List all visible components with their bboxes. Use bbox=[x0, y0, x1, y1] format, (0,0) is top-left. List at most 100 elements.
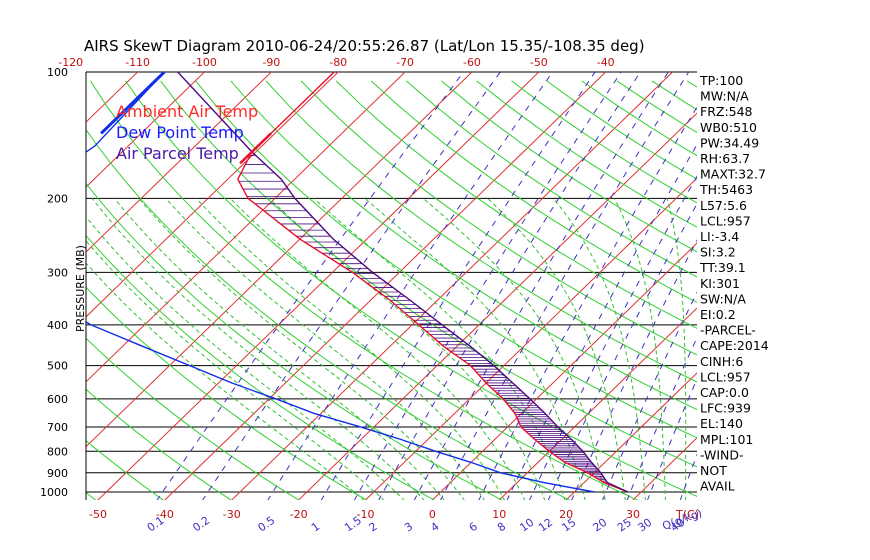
pressure-axis-label: PRESSURE (MB) bbox=[74, 245, 87, 332]
ambient-air-temp-line bbox=[237, 72, 629, 493]
index-item: MPL:101 bbox=[700, 432, 753, 447]
index-item: RH:63.7 bbox=[700, 151, 750, 166]
moist-adiabat-17 bbox=[268, 198, 546, 500]
moist-adiabat-5 bbox=[138, 198, 465, 500]
top-temp-tick--70: -70 bbox=[396, 56, 414, 69]
mixing-ratio-tick-20: 20 bbox=[590, 516, 609, 535]
index-item: TT:39.1 bbox=[699, 260, 746, 275]
moist-adiabat-8 bbox=[165, 198, 485, 500]
top-temp-tick--60: -60 bbox=[463, 56, 481, 69]
pressure-tick-200: 200 bbox=[47, 192, 68, 205]
index-item: AVAIL bbox=[700, 479, 735, 494]
legend-ambient-air-temp: Ambient Air Temp bbox=[116, 102, 258, 121]
pressure-tick-100: 100 bbox=[47, 66, 68, 79]
index-item: -PARCEL- bbox=[700, 323, 756, 338]
dry-adiabat-390 bbox=[405, 80, 697, 278]
mixing-ratio-tick-4: 4 bbox=[428, 520, 441, 535]
mixing-ratio-line-0.1 bbox=[156, 72, 464, 500]
moist-adiabat--1 bbox=[91, 198, 425, 500]
moist-adiabat-20 bbox=[313, 198, 566, 500]
mixing-ratio-line-8 bbox=[506, 143, 697, 500]
moist-adiabat-38 bbox=[666, 198, 687, 500]
index-item: LCL:957 bbox=[700, 213, 751, 228]
top-temperature-tick-labels: -120 -110 -100 -90 -80 -70 -60 -50 -40 bbox=[58, 56, 614, 69]
bottom-temp-tick--10: -10 bbox=[357, 508, 375, 521]
index-item: LFC:939 bbox=[700, 401, 751, 416]
index-item: EI:0.2 bbox=[700, 307, 736, 322]
plot-area bbox=[0, 63, 870, 501]
pressure-tick-600: 600 bbox=[47, 393, 68, 406]
mixing-ratio-tick-3: 3 bbox=[402, 520, 415, 535]
isotherm-20 bbox=[565, 372, 697, 500]
dry-adiabat-230 bbox=[86, 440, 165, 500]
top-temp-tick--90: -90 bbox=[262, 56, 280, 69]
index-item: KI:301 bbox=[700, 276, 740, 291]
mixing-ratio-tick-0.5: 0.5 bbox=[256, 514, 278, 535]
dry-adiabat-380 bbox=[370, 80, 697, 303]
index-item: CAP:0.0 bbox=[700, 385, 749, 400]
dry-adiabat-350 bbox=[265, 80, 697, 383]
legend-air-parcel-temp: Air Parcel Temp bbox=[116, 144, 239, 163]
isobar-lines bbox=[86, 71, 697, 493]
index-item: L57:5.6 bbox=[700, 198, 747, 213]
mixing-ratio-line-1 bbox=[320, 72, 596, 500]
mixing-ratio-line-15 bbox=[571, 239, 697, 500]
index-item: MW:N/A bbox=[700, 89, 749, 104]
chart-title: AIRS SkewT Diagram 2010-06-24/20:55:26.8… bbox=[84, 37, 645, 55]
pressure-tick-400: 400 bbox=[47, 319, 68, 332]
pressure-tick-1000: 1000 bbox=[40, 486, 68, 499]
mixing-ratio-line-10 bbox=[528, 175, 697, 500]
mixing-ratio-tick-0.2: 0.2 bbox=[190, 514, 212, 535]
index-item: TP:100 bbox=[699, 73, 743, 88]
top-temp-tick--100: -100 bbox=[192, 56, 217, 69]
isotherm--40 bbox=[164, 72, 607, 500]
index-item: NOT bbox=[700, 463, 727, 478]
dry-adiabat-310 bbox=[125, 80, 697, 498]
top-temp-tick--110: -110 bbox=[125, 56, 150, 69]
mixing-ratio-lines bbox=[156, 72, 697, 500]
mixing-ratio-tick-10: 10 bbox=[517, 516, 536, 535]
dry-adiabat-370 bbox=[335, 80, 697, 329]
top-temp-tick--50: -50 bbox=[530, 56, 548, 69]
dry-adiabat-400 bbox=[441, 80, 697, 253]
pressure-tick-labels: 100 200 300 400 500 600 700 800 900 1000 bbox=[40, 66, 68, 499]
dry-adiabat-250 bbox=[86, 337, 300, 500]
pressure-tick-800: 800 bbox=[47, 445, 68, 458]
moist-adiabat--4 bbox=[86, 215, 405, 500]
isotherm-0 bbox=[431, 242, 697, 500]
index-item: SI:3.2 bbox=[700, 245, 736, 260]
profile-lines bbox=[86, 72, 629, 493]
mixing-ratio-line-6 bbox=[478, 106, 697, 500]
index-item: TH:5463 bbox=[699, 182, 753, 197]
index-item: SW:N/A bbox=[700, 291, 746, 306]
dry-adiabat-290 bbox=[86, 128, 571, 500]
index-item: CINH:6 bbox=[700, 354, 743, 369]
bottom-temp-tick--30: -30 bbox=[223, 508, 241, 521]
index-item: CAPE:2014 bbox=[700, 338, 769, 353]
bottom-temp-tick--20: -20 bbox=[290, 508, 308, 521]
top-temp-tick--80: -80 bbox=[329, 56, 347, 69]
isotherm--130 bbox=[0, 63, 13, 501]
moist-adiabat-32 bbox=[553, 198, 646, 500]
bottom-temp-tick-10: 10 bbox=[492, 508, 506, 521]
dry-adiabat-270 bbox=[86, 234, 436, 500]
mixing-ratio-tick-2: 2 bbox=[367, 520, 380, 535]
pressure-tick-900: 900 bbox=[47, 467, 68, 480]
index-item: EL:140 bbox=[700, 416, 743, 431]
bottom-temp-tick--50: -50 bbox=[89, 508, 107, 521]
dry-adiabat-360 bbox=[300, 80, 697, 356]
bottom-temperature-tick-labels: -50 -40 -30 -20 -10 0 10 20 30 bbox=[89, 508, 640, 521]
isotherm--90 bbox=[86, 72, 273, 253]
isotherm-50 bbox=[766, 63, 870, 501]
isotherm--100 bbox=[86, 72, 206, 188]
mixing-ratio-tick-12: 12 bbox=[536, 516, 555, 535]
moist-adiabat-35 bbox=[613, 198, 666, 500]
isotherm--10 bbox=[364, 177, 697, 500]
mixing-ratio-tick-6: 6 bbox=[467, 520, 480, 535]
pressure-tick-500: 500 bbox=[47, 360, 68, 373]
moist-adiabat-2 bbox=[113, 198, 445, 500]
pressure-tick-700: 700 bbox=[47, 421, 68, 434]
top-temp-tick--120: -120 bbox=[58, 56, 83, 69]
moist-adiabat--10 bbox=[86, 262, 365, 500]
